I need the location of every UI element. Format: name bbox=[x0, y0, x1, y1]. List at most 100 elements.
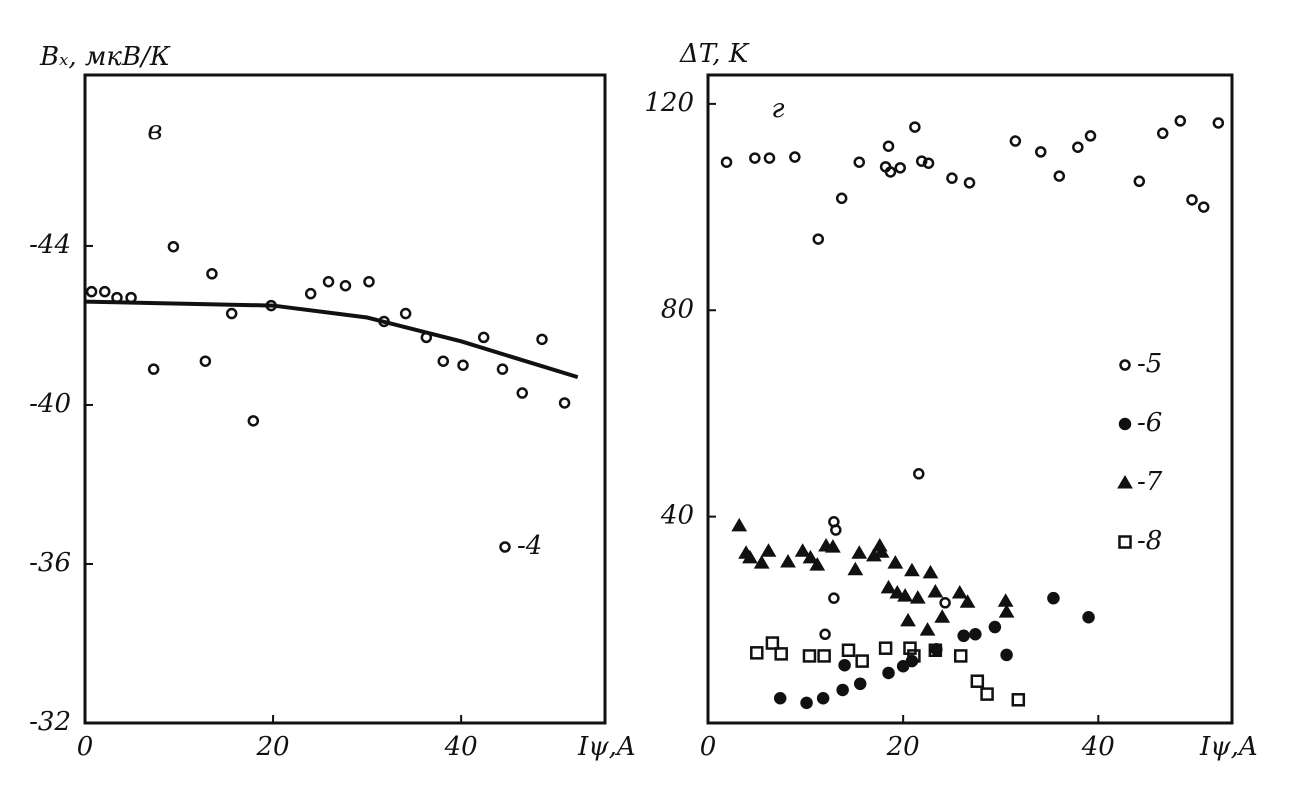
y-tick-label: 40 bbox=[660, 501, 694, 531]
point bbox=[927, 583, 944, 598]
point bbox=[836, 683, 849, 697]
x-tick-label: 20 bbox=[886, 732, 920, 762]
point bbox=[85, 285, 98, 298]
point bbox=[516, 387, 529, 399]
point bbox=[830, 524, 842, 536]
point bbox=[1156, 127, 1169, 140]
point bbox=[1047, 591, 1060, 605]
point bbox=[199, 355, 212, 367]
point bbox=[884, 166, 897, 178]
point bbox=[789, 151, 801, 163]
point bbox=[763, 152, 776, 164]
point bbox=[457, 359, 469, 371]
point bbox=[841, 643, 856, 658]
point bbox=[749, 152, 761, 164]
point bbox=[399, 307, 412, 320]
x-tick-label: 0 bbox=[77, 732, 94, 762]
point bbox=[825, 539, 841, 553]
point bbox=[1082, 610, 1095, 624]
point bbox=[887, 555, 904, 569]
point bbox=[946, 172, 958, 184]
point bbox=[1072, 141, 1084, 153]
point bbox=[988, 620, 1002, 634]
legend-label: -4 bbox=[517, 531, 542, 561]
point bbox=[802, 649, 817, 663]
point bbox=[147, 363, 160, 375]
panel-label: г bbox=[771, 94, 784, 124]
point bbox=[802, 549, 819, 564]
point bbox=[800, 696, 813, 710]
point bbox=[742, 549, 758, 564]
point bbox=[1011, 693, 1026, 707]
point bbox=[853, 156, 865, 168]
point bbox=[970, 674, 985, 688]
point bbox=[794, 543, 811, 557]
point bbox=[1174, 115, 1187, 127]
point bbox=[98, 285, 111, 298]
point bbox=[853, 677, 867, 691]
point bbox=[750, 646, 764, 660]
point bbox=[980, 687, 994, 701]
legend-label: -8 bbox=[1137, 526, 1162, 556]
point bbox=[847, 561, 864, 576]
point bbox=[934, 609, 951, 623]
point bbox=[773, 691, 787, 705]
y-tick-label: -36 bbox=[29, 548, 71, 578]
point bbox=[889, 584, 906, 599]
point bbox=[913, 468, 925, 480]
point bbox=[896, 659, 910, 673]
point bbox=[855, 654, 869, 668]
point bbox=[536, 333, 548, 346]
point bbox=[731, 517, 748, 532]
legend-label: -7 bbox=[1137, 467, 1163, 497]
point bbox=[939, 597, 951, 609]
point bbox=[765, 636, 780, 650]
point bbox=[817, 649, 831, 663]
x-tick-label: 40 bbox=[444, 732, 478, 762]
point bbox=[951, 584, 968, 599]
x-tick-label: 0 bbox=[700, 732, 717, 762]
point bbox=[928, 643, 943, 658]
point bbox=[997, 593, 1014, 607]
point bbox=[304, 287, 317, 300]
point bbox=[339, 279, 352, 292]
point bbox=[919, 622, 936, 636]
y-tick-label: -32 bbox=[29, 707, 71, 737]
x-axis-label: Iψ,A bbox=[577, 732, 636, 762]
point bbox=[873, 544, 890, 558]
point bbox=[1133, 175, 1146, 188]
point bbox=[167, 240, 180, 253]
point bbox=[998, 604, 1015, 618]
point bbox=[720, 156, 733, 168]
point bbox=[780, 554, 796, 568]
point bbox=[894, 162, 906, 174]
point bbox=[206, 268, 218, 280]
point bbox=[819, 628, 831, 641]
fit-curve bbox=[84, 299, 579, 380]
point bbox=[1034, 146, 1047, 158]
point bbox=[882, 140, 895, 152]
point bbox=[959, 594, 976, 608]
point bbox=[828, 592, 840, 604]
point bbox=[915, 155, 928, 167]
point bbox=[907, 649, 921, 663]
point bbox=[225, 307, 238, 320]
point bbox=[760, 543, 777, 557]
point bbox=[247, 415, 260, 427]
point bbox=[816, 691, 830, 705]
point bbox=[812, 233, 825, 245]
x-tick-label: 20 bbox=[256, 732, 290, 762]
y-tick-label: 80 bbox=[661, 294, 694, 324]
y-axis-label: ΔT, K bbox=[679, 39, 750, 69]
point bbox=[957, 629, 970, 643]
point bbox=[878, 641, 893, 655]
point bbox=[904, 562, 920, 577]
point bbox=[809, 557, 826, 571]
y-tick-label: -44 bbox=[29, 230, 71, 260]
point bbox=[558, 397, 571, 409]
point bbox=[774, 647, 788, 661]
point bbox=[909, 121, 921, 133]
legend-label: -6 bbox=[1137, 408, 1162, 438]
point bbox=[1084, 130, 1097, 142]
